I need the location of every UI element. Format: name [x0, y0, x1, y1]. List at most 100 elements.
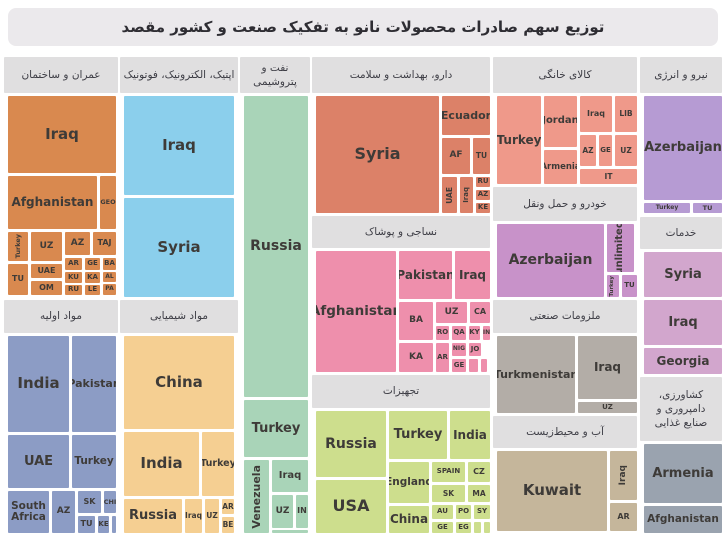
cell-services-iraq[interactable]: Iraq — [644, 300, 722, 345]
cell-automotive-azerbaijan[interactable]: Azerbaijan — [497, 224, 604, 297]
cell-chemicals-india[interactable]: India — [124, 432, 199, 496]
cell-home-goods-uz[interactable]: UZ — [615, 135, 637, 166]
cell-chemicals-ar[interactable]: AR — [222, 499, 234, 514]
cell-textile-jo[interactable]: JO — [469, 343, 481, 356]
cell-construction-ru[interactable]: RU — [65, 285, 82, 295]
cell-textile-ka[interactable]: KA — [399, 343, 433, 372]
cell-construction-afghanistan[interactable]: Afghanistan — [8, 176, 97, 229]
cell-pharma-health-ru[interactable]: RU — [476, 177, 490, 187]
cell-oil-petro-venezuela[interactable]: Venezuela — [244, 460, 269, 533]
cell-energy-turkey[interactable]: Turkey — [644, 203, 690, 213]
cell-water-env-iraq[interactable]: Iraq — [610, 451, 637, 500]
cell-equipment-ge[interactable]: GE — [432, 522, 453, 533]
cell-equipment-au[interactable]: AU — [432, 505, 453, 519]
cell-equipment-england[interactable]: England — [389, 462, 429, 503]
cell-pharma-health-uae[interactable]: UAE — [442, 177, 457, 213]
cell-textile-afghanistan[interactable]: Afghanistan — [316, 251, 396, 372]
cell-raw-materials-blank[interactable] — [112, 516, 116, 533]
cell-construction-ge[interactable]: GE — [85, 258, 100, 270]
cell-pharma-health-af[interactable]: AF — [442, 138, 470, 174]
cell-raw-materials-uae[interactable]: UAE — [8, 435, 69, 488]
cell-construction-pa[interactable]: PA — [103, 284, 116, 295]
cell-chemicals-china[interactable]: China — [124, 336, 234, 429]
cell-home-goods-jordan[interactable]: Jordan — [544, 96, 577, 147]
cell-pharma-health-ecuador[interactable]: Ecuador — [442, 96, 490, 135]
cell-services-syria[interactable]: Syria — [644, 252, 722, 297]
cell-services-georgia[interactable]: Georgia — [644, 348, 722, 374]
cell-construction-ku[interactable]: KU — [65, 272, 82, 283]
cell-energy-azerbaijan[interactable]: Azerbaijan — [644, 96, 722, 200]
cell-construction-geo[interactable]: GEO — [100, 176, 116, 229]
cell-water-env-ar[interactable]: AR — [610, 503, 637, 531]
cell-raw-materials-turkey[interactable]: Turkey — [72, 435, 116, 488]
cell-home-goods-it[interactable]: IT — [580, 169, 637, 184]
cell-equipment-blank[interactable] — [474, 522, 481, 533]
cell-automotive-tu[interactable]: TU — [622, 275, 637, 297]
cell-textile-in[interactable]: IN — [483, 326, 490, 340]
cell-oil-petro-blank[interactable] — [272, 530, 308, 533]
cell-equipment-turkey[interactable]: Turkey — [389, 411, 447, 459]
cell-pharma-health-syria[interactable]: Syria — [316, 96, 439, 213]
cell-construction-ka[interactable]: KA — [85, 272, 100, 283]
cell-equipment-blank[interactable] — [484, 522, 490, 533]
cell-oil-petro-russia[interactable]: Russia — [244, 96, 308, 397]
cell-construction-uz[interactable]: UZ — [31, 232, 62, 261]
cell-oil-petro-turkey[interactable]: Turkey — [244, 400, 308, 457]
cell-equipment-cz[interactable]: CZ — [468, 462, 490, 482]
cell-textile-qa[interactable]: QA — [452, 326, 466, 340]
cell-pharma-health-iraq[interactable]: Iraq — [460, 177, 473, 213]
cell-raw-materials-india[interactable]: India — [8, 336, 69, 432]
cell-raw-materials-south-africa[interactable]: South Africa — [8, 491, 49, 533]
cell-textile-ca[interactable]: CA — [470, 302, 490, 323]
cell-raw-materials-pakistan[interactable]: Pakistan — [72, 336, 116, 432]
cell-pharma-health-tu[interactable]: TU — [473, 138, 490, 174]
cell-construction-turkey[interactable]: Turkey — [8, 232, 28, 261]
cell-equipment-russia[interactable]: Russia — [316, 411, 386, 477]
cell-home-goods-ge[interactable]: GE — [599, 135, 612, 166]
cell-pharma-health-ke[interactable]: KE — [476, 203, 490, 213]
cell-chemicals-be[interactable]: BE — [222, 517, 234, 533]
cell-home-goods-armenia[interactable]: Armenia — [544, 150, 577, 184]
cell-chemicals-turkey[interactable]: Turkey — [202, 432, 234, 496]
cell-agriculture-afghanistan[interactable]: Afghanistan — [644, 506, 722, 533]
cell-textile-blank[interactable] — [469, 359, 478, 372]
cell-chemicals-iraq[interactable]: Iraq — [185, 499, 202, 533]
cell-home-goods-turkey[interactable]: Turkey — [497, 96, 541, 184]
cell-water-env-kuwait[interactable]: Kuwait — [497, 451, 607, 531]
cell-chemicals-uz[interactable]: UZ — [205, 499, 219, 533]
cell-textile-ro[interactable]: RO — [436, 326, 449, 340]
cell-energy-tu[interactable]: TU — [693, 203, 722, 213]
cell-automotive-turkey[interactable]: Turkey — [607, 275, 619, 297]
cell-agriculture-armenia[interactable]: Armenia — [644, 444, 722, 503]
cell-home-goods-lib[interactable]: LIB — [615, 96, 637, 132]
cell-construction-iraq[interactable]: Iraq — [8, 96, 116, 173]
cell-textile-pakistan[interactable]: Pakistan — [399, 251, 452, 299]
cell-textile-ge[interactable]: GE — [452, 359, 466, 372]
cell-construction-taj[interactable]: TAJ — [93, 232, 116, 255]
cell-industrial-supplies-turkmenistan[interactable]: Turkmenistan — [497, 336, 575, 413]
cell-raw-materials-az[interactable]: AZ — [52, 491, 75, 533]
cell-industrial-supplies-iraq[interactable]: Iraq — [578, 336, 637, 399]
cell-construction-le[interactable]: LE — [85, 285, 100, 295]
cell-textile-nig[interactable]: NIG — [452, 343, 466, 356]
cell-raw-materials-ke[interactable]: KE — [98, 516, 109, 533]
cell-equipment-ma[interactable]: MA — [468, 485, 490, 502]
cell-raw-materials-sk[interactable]: SK — [78, 491, 101, 513]
cell-pharma-health-az[interactable]: AZ — [476, 190, 490, 200]
cell-oil-petro-iraq[interactable]: Iraq — [272, 460, 308, 492]
cell-equipment-usa[interactable]: USA — [316, 480, 386, 533]
cell-textile-ky[interactable]: KY — [469, 326, 480, 340]
cell-equipment-sy[interactable]: SY — [474, 505, 490, 519]
cell-optics-syria[interactable]: Syria — [124, 198, 234, 297]
cell-construction-ba[interactable]: BA — [103, 258, 116, 270]
cell-chemicals-russia[interactable]: Russia — [124, 499, 182, 533]
cell-oil-petro-in[interactable]: IN — [296, 495, 308, 528]
cell-equipment-po[interactable]: PO — [456, 505, 471, 519]
cell-raw-materials-tu[interactable]: TU — [78, 516, 95, 533]
cell-textile-ba[interactable]: BA — [399, 302, 433, 340]
cell-textile-ar[interactable]: AR — [436, 343, 449, 372]
cell-automotive-unlimited[interactable]: unlimited — [607, 224, 634, 272]
cell-equipment-india[interactable]: India — [450, 411, 490, 459]
cell-construction-tu[interactable]: TU — [8, 264, 28, 295]
cell-textile-blank[interactable] — [481, 359, 487, 372]
